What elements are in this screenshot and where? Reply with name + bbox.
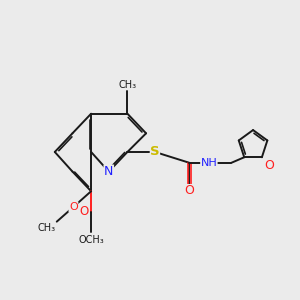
Text: S: S [150, 146, 160, 158]
Text: O: O [69, 202, 78, 212]
Text: N: N [104, 165, 113, 178]
Text: OCH₃: OCH₃ [78, 235, 104, 245]
Text: CH₃: CH₃ [118, 80, 136, 90]
Text: O: O [80, 205, 89, 218]
Text: CH₃: CH₃ [37, 223, 55, 233]
Text: NH: NH [200, 158, 217, 168]
Text: O: O [264, 159, 274, 172]
Text: O: O [184, 184, 194, 197]
